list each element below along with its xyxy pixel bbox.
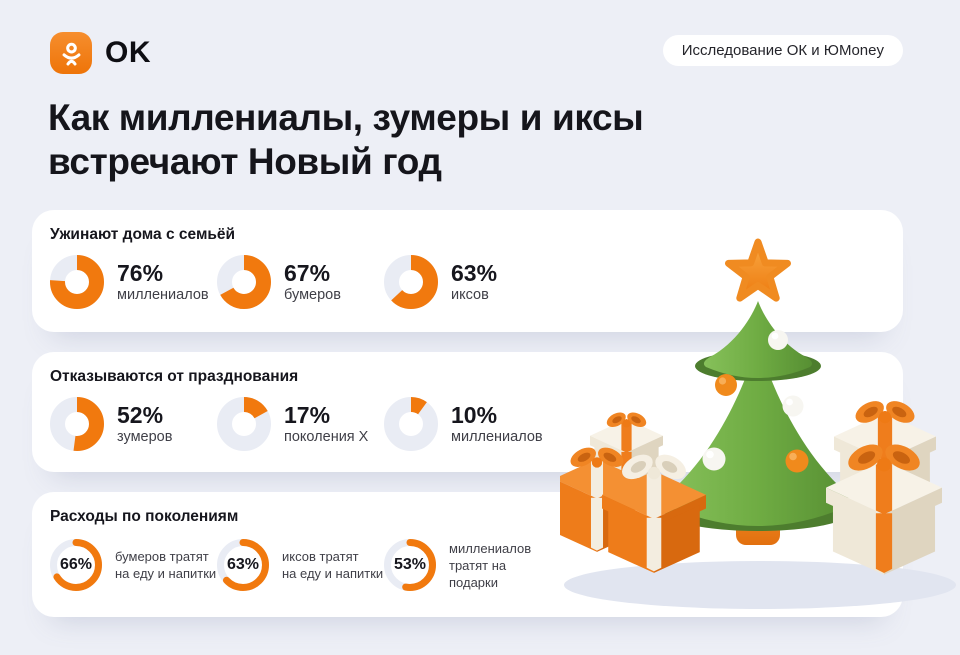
brand-header: OK	[50, 32, 151, 74]
stat-label: миллениалов	[451, 429, 543, 445]
stat-value: 63%	[451, 260, 498, 286]
donut-chart	[384, 255, 438, 309]
stat-item: 63% иксов тратят на еду и напитки	[217, 539, 384, 591]
stat-label: иксов	[451, 287, 489, 303]
stat-label-line1: бумеров тратят	[115, 549, 209, 564]
donut-chart	[50, 255, 104, 309]
stat-value: 66%	[59, 556, 93, 573]
stat-label-line2: тратят на подарки	[449, 557, 507, 590]
stat-label: бумеров	[284, 287, 341, 303]
card-heading: Отказываются от празднования	[50, 368, 299, 385]
ring-chart	[217, 539, 269, 591]
card-spending-by-generation: Расходы по поколениям 66% бумеров тратят…	[32, 492, 903, 617]
stat-item: 76% миллениалов	[50, 255, 217, 309]
stat-item: 17% поколения X	[217, 397, 384, 451]
ring-chart	[50, 539, 102, 591]
stat-item: 10% миллениалов	[384, 397, 551, 451]
stats-row: 66% бумеров тратят на еду и напитки 63% …	[50, 539, 551, 591]
stat-label-line2: на еду и напитки	[115, 566, 217, 581]
donut-chart	[50, 397, 104, 451]
logo-wordmark: OK	[105, 36, 151, 69]
stat-value: 10%	[451, 402, 498, 428]
card-heading: Расходы по поколениям	[50, 508, 239, 525]
stat-item: 66% бумеров тратят на еду и напитки	[50, 539, 217, 591]
stat-label-line1: иксов тратят	[282, 549, 359, 564]
ok-logo-icon	[50, 32, 92, 74]
stat-value: 76%	[117, 260, 164, 286]
research-badge: Исследование ОК и ЮMoney	[662, 35, 903, 66]
card-refuse-celebration: Отказываются от празднования 52% зумеров	[32, 352, 903, 472]
card-dinner-at-home: Ужинают дома с семьёй 76% миллениалов	[32, 210, 903, 332]
stat-label-line1: миллениалов	[449, 540, 532, 556]
stat-value: 53%	[393, 556, 427, 573]
page-title: Как миллениалы, зумеры и иксы встречают …	[48, 96, 644, 184]
stat-label: поколения X	[284, 429, 369, 445]
stat-item: 67% бумеров	[217, 255, 384, 309]
stat-value: 67%	[284, 260, 331, 286]
ring-chart	[384, 539, 436, 591]
page-title-line2: встречают Новый год	[48, 141, 442, 182]
stat-label: миллениалов	[117, 287, 209, 303]
stats-row: 52% зумеров 17% поколения X	[50, 397, 551, 451]
card-heading: Ужинают дома с семьёй	[50, 226, 236, 243]
stat-item: 53% миллениалов тратят на подарки	[384, 539, 551, 591]
donut-chart	[384, 397, 438, 451]
page-title-line1: Как миллениалы, зумеры и иксы	[48, 97, 644, 138]
stat-value: 63%	[226, 556, 260, 573]
stat-value: 52%	[117, 402, 164, 428]
stat-label-line2: на еду и напитки	[282, 566, 384, 581]
donut-chart	[217, 255, 271, 309]
stats-row: 76% миллениалов 67% бумеров	[50, 255, 551, 309]
stat-item: 52% зумеров	[50, 397, 217, 451]
donut-chart	[217, 397, 271, 451]
stat-label: зумеров	[117, 429, 173, 445]
stat-item: 63% иксов	[384, 255, 551, 309]
stat-value: 17%	[284, 402, 331, 428]
